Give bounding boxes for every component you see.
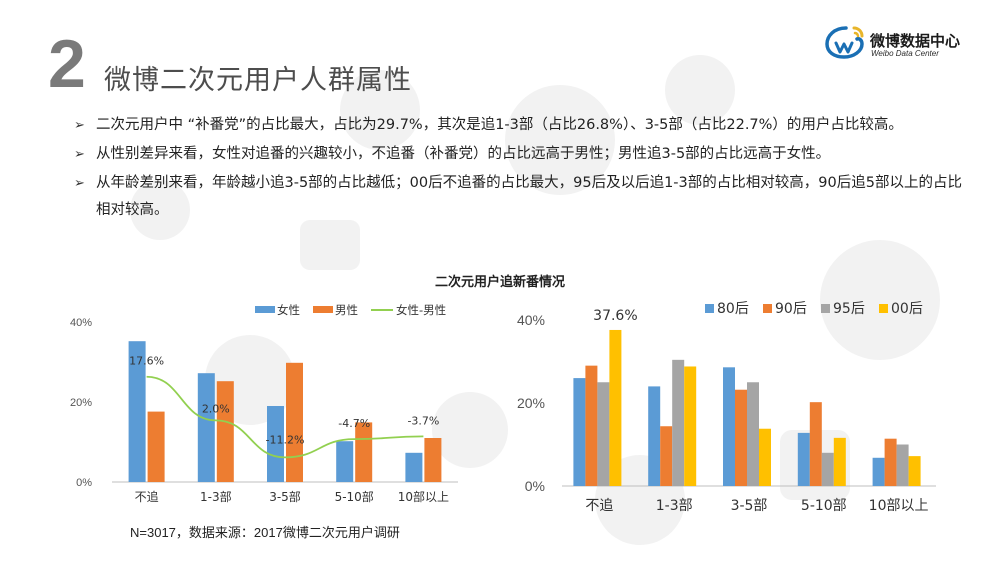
bar-90后 (884, 438, 897, 486)
bar-男性 (216, 381, 234, 482)
legend-swatch-95后 (821, 304, 830, 313)
bar-女性 (336, 441, 354, 482)
data-label: 37.6% (593, 308, 637, 324)
x-tick-label: 1-3部 (200, 489, 232, 504)
bar-00后 (759, 428, 771, 486)
bullet-arrow-icon: ➢ (74, 176, 85, 191)
bar-95后 (821, 452, 834, 486)
y-tick-label: 0% (76, 477, 92, 489)
x-tick-label: 10部以上 (398, 489, 449, 504)
bar-95后 (672, 359, 685, 486)
x-tick-label: 3-5部 (269, 489, 301, 504)
x-tick-label: 5-10部 (801, 498, 847, 514)
data-label: 17.6% (129, 355, 164, 368)
legend-label: 95后 (833, 301, 865, 317)
legend-swatch-男性 (313, 306, 333, 313)
chart-title: 二次元用户追新番情况 (434, 275, 565, 290)
legend-label: 80后 (717, 301, 749, 317)
bullet-text: 从年龄差别来看，年龄越小追3-5部的占比越低；00后不追番的占比最大，95后及以… (96, 175, 962, 218)
legend-swatch-00后 (879, 304, 888, 313)
weibo-logo-icon (825, 26, 864, 59)
y-tick-label: 40% (70, 317, 92, 329)
bar-95后 (747, 382, 759, 486)
legend-label: 女性 (277, 303, 300, 317)
y-tick-label: 20% (70, 397, 92, 409)
page-title: 微博二次元用户人群属性 (104, 65, 412, 96)
data-label: 2.0% (202, 402, 230, 415)
weibo-data-center-logo: 微博数据中心 Weibo Data Center (824, 22, 974, 64)
x-tick-label: 1-3部 (656, 498, 693, 514)
bar-80后 (872, 457, 885, 486)
bar-80后 (797, 432, 810, 486)
bar-00后 (908, 456, 921, 486)
bar-男性 (424, 438, 442, 482)
logo-text: 微博数据中心 (870, 32, 961, 50)
bar-00后 (609, 329, 622, 486)
gender-chart: 0% 20% 40% 不追 1-3部 3-5部 5-10部 10部以上 17.6% 2.0% -11… (70, 303, 458, 504)
bullet-list: ➢ 二次元用户中 “补番党”的占比最大，占比为29.7%，其次是追1-3部（占比… (72, 112, 962, 226)
bar-90后 (809, 402, 822, 486)
bar-80后 (648, 386, 661, 486)
data-label: -3.7% (407, 414, 439, 427)
x-tick-label: 不追 (585, 498, 613, 514)
bullet-arrow-icon: ➢ (74, 147, 85, 162)
legend-label: 90后 (775, 301, 807, 317)
x-tick-label: 10部以上 (869, 498, 929, 514)
bullet-arrow-icon: ➢ (74, 118, 85, 133)
bar-90后 (735, 389, 747, 486)
bullet-item: ➢ 从年龄差别来看，年龄越小追3-5部的占比越低；00后不追番的占比最大，95后… (72, 170, 962, 224)
data-label: -4.7% (338, 417, 370, 430)
legend-swatch-女性 (255, 306, 275, 313)
data-label: -11.2% (266, 433, 305, 446)
legend-label: 00后 (891, 301, 923, 317)
y-tick-label: 0% (525, 478, 545, 494)
bar-90后 (585, 365, 598, 486)
x-tick-label: 不追 (135, 489, 159, 504)
bar-女性 (128, 341, 146, 482)
legend-swatch-80后 (705, 304, 714, 313)
legend-label: 女性-男性 (396, 303, 446, 317)
bar-男性 (286, 362, 303, 482)
line-女性-男性 (146, 375, 424, 459)
legend-swatch-90后 (763, 304, 772, 313)
bar-男性 (147, 411, 165, 482)
bullet-text: 二次元用户中 “补番党”的占比最大，占比为29.7%，其次是追1-3部（占比26… (96, 117, 903, 133)
legend-label: 男性 (335, 303, 358, 317)
bullet-item: ➢ 二次元用户中 “补番党”的占比最大，占比为29.7%，其次是追1-3部（占比… (72, 112, 962, 139)
bar-00后 (684, 366, 697, 486)
bar-男性 (355, 422, 373, 482)
bar-80后 (723, 367, 735, 486)
y-tick-label: 20% (517, 395, 545, 411)
bar-女性 (405, 452, 423, 482)
age-chart: 0% 20% 40% 不追 1-3部 3-5部 5-10部 10部以上 37.6% 80后 90后 9… (517, 301, 936, 514)
bar-80后 (573, 378, 586, 486)
bar-女性 (197, 373, 215, 482)
y-tick-label: 40% (517, 312, 545, 328)
x-tick-label: 5-10部 (335, 489, 374, 504)
bar-90后 (660, 426, 673, 486)
bar-95后 (597, 382, 610, 486)
bar-女性 (267, 406, 284, 482)
bullet-item: ➢ 从性别差异来看，女性对追番的兴趣较小，不追番（补番党）的占比远高于男性；男性… (72, 141, 962, 168)
x-tick-label: 3-5部 (731, 498, 768, 514)
footnote: N=3017，数据来源：2017微博二次元用户调研 (130, 525, 400, 540)
bullet-text: 从性别差异来看，女性对追番的兴趣较小，不追番（补番党）的占比远高于男性；男性追3… (96, 146, 831, 162)
bar-95后 (896, 444, 909, 486)
section-number: 2 (48, 26, 86, 102)
logo-subtext: Weibo Data Center (871, 49, 939, 58)
bar-00后 (833, 437, 846, 486)
